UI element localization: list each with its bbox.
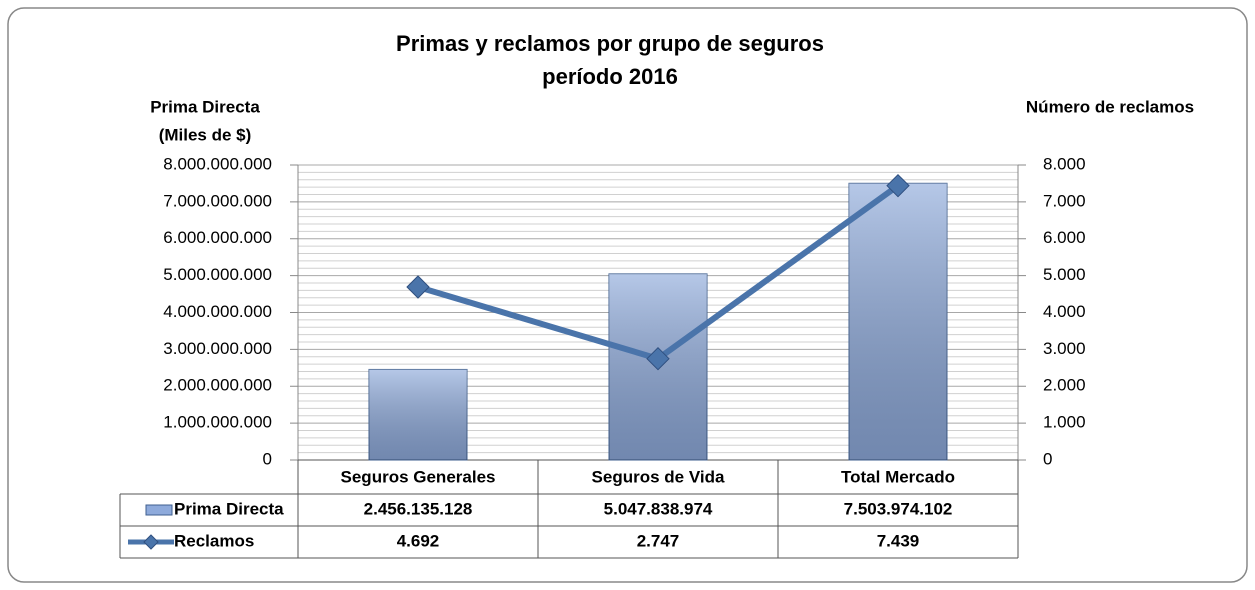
y-tick-label: 5.000.000.000: [163, 265, 272, 284]
y-axis-label: (Miles de $): [159, 125, 252, 144]
legend-swatch: [145, 504, 173, 516]
bar-shade: [369, 369, 467, 460]
legend-label: Reclamos: [174, 531, 254, 550]
chart-subtitle: período 2016: [542, 64, 678, 89]
x-tick-label: Total Mercado: [841, 467, 955, 486]
y-tick-label: 6.000.000.000: [163, 228, 272, 247]
x-tick-label: Seguros de Vida: [592, 467, 725, 486]
y-tick-label: 7.000.000.000: [163, 191, 272, 210]
y2-tick-label: 8.000: [1043, 154, 1086, 173]
y2-tick-label: 1.000: [1043, 413, 1086, 432]
data-label: 7.503.974.102: [844, 499, 953, 518]
y2-tick-label: 2.000: [1043, 376, 1086, 395]
y-tick-label: 4.000.000.000: [163, 302, 272, 321]
y2-tick-label: 3.000: [1043, 339, 1086, 358]
y-tick-label: 0: [263, 449, 272, 468]
x-tick-label: Seguros Generales: [341, 467, 496, 486]
chart-title: Primas y reclamos por grupo de seguros: [396, 31, 824, 56]
y-tick-label: 1.000.000.000: [163, 413, 272, 432]
data-label: 2.747: [637, 531, 680, 550]
marker: [406, 275, 430, 299]
y2-axis-label: Número de reclamos: [1026, 97, 1194, 116]
y-axis-label: Prima Directa: [150, 97, 260, 116]
data-label: 7.439: [877, 531, 920, 550]
y2-tick-label: 7.000: [1043, 191, 1086, 210]
data-label: 5.047.838.974: [604, 499, 713, 518]
y2-tick-label: 4.000: [1043, 302, 1086, 321]
y-tick-label: 2.000.000.000: [163, 376, 272, 395]
y2-tick-label: 0: [1043, 449, 1052, 468]
legend-label: Prima Directa: [174, 499, 284, 518]
bar-shade: [849, 183, 947, 460]
y2-tick-label: 5.000: [1043, 265, 1086, 284]
marker: [886, 173, 910, 198]
marker: [646, 346, 670, 371]
y-tick-label: 8.000.000.000: [163, 154, 272, 173]
data-label: 2.456.135.128: [364, 499, 473, 518]
legend-marker: [143, 534, 159, 550]
y2-tick-label: 6.000: [1043, 228, 1086, 247]
data-label: 4.692: [397, 531, 440, 550]
y-tick-label: 3.000.000.000: [163, 339, 272, 358]
